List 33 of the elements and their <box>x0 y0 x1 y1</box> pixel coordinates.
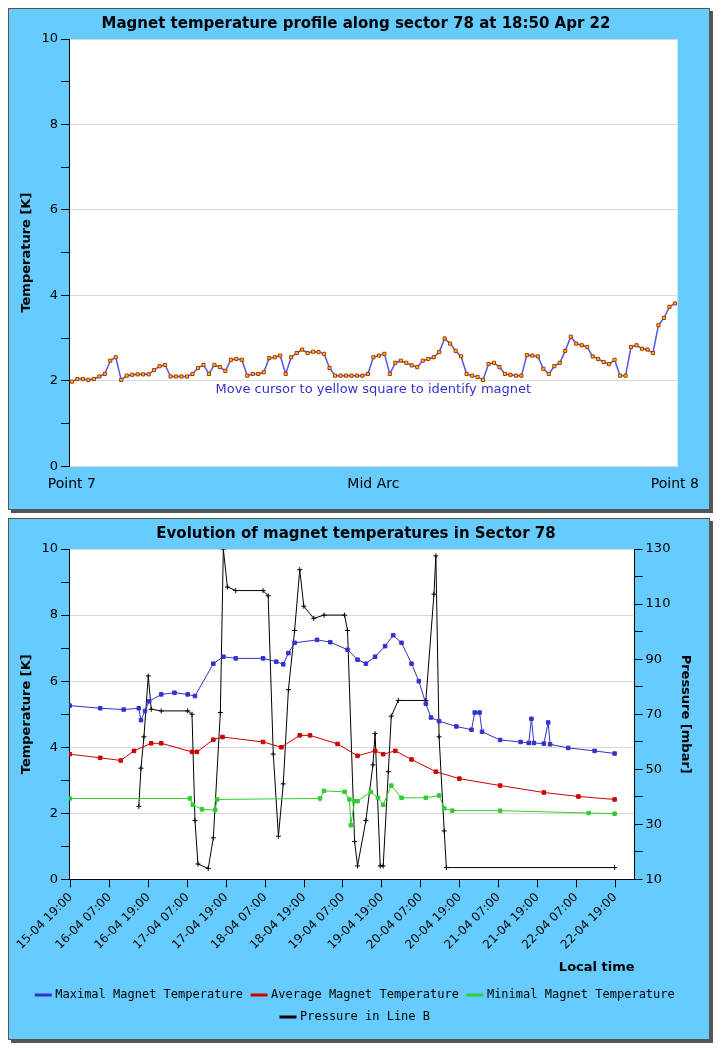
annotation: Move cursor to yellow square to identify magnet <box>215 380 532 396</box>
y-tick-label: 8 <box>49 606 59 622</box>
legend-label: Minimal Magnet Temperature <box>486 987 675 1002</box>
y-tick-label: 0 <box>49 457 59 473</box>
y2-tick-label: 110 <box>645 595 671 611</box>
y-tick-label: 6 <box>49 672 59 688</box>
x-axis-title: Local time <box>558 958 635 974</box>
y2-tick-label: 70 <box>645 705 663 721</box>
y2-tick-label: 10 <box>645 870 663 886</box>
y-tick-label: 6 <box>49 201 59 217</box>
y-tick-label: 0 <box>49 870 59 886</box>
y2-tick-label: 50 <box>645 760 663 776</box>
legend-label: Pressure in Line B <box>299 1009 431 1024</box>
y-tick-label: 8 <box>49 115 59 131</box>
y-tick-label: 10 <box>41 30 59 46</box>
y2-tick-label: 130 <box>645 540 671 556</box>
legend-label: Maximal Magnet Temperature <box>55 987 244 1002</box>
y2-tick-label: 30 <box>645 815 663 831</box>
x-tick-label: Point 8 <box>650 475 699 492</box>
x-tick-label: Mid Arc <box>347 475 400 492</box>
y2-axis-title: Pressure [mbar] <box>678 654 694 774</box>
y-axis-title: Temperature [K] <box>18 192 34 313</box>
y-tick-label: 10 <box>41 540 59 556</box>
chart-title: Magnet temperature profile along sector 78 at 18:50 Apr 22 <box>101 13 611 32</box>
y-tick-label: 2 <box>49 804 59 820</box>
chart-title: Evolution of magnet temperatures in Sector 78 <box>156 523 556 542</box>
y-tick-label: 4 <box>49 286 59 302</box>
y-tick-label: 2 <box>49 372 59 388</box>
y2-tick-label: 90 <box>645 650 663 666</box>
y-tick-label: 4 <box>49 738 59 754</box>
legend-label: Average Magnet Temperature <box>271 987 459 1002</box>
y-axis-title: Temperature [K] <box>18 654 34 775</box>
x-tick-label: Point 7 <box>47 475 96 492</box>
